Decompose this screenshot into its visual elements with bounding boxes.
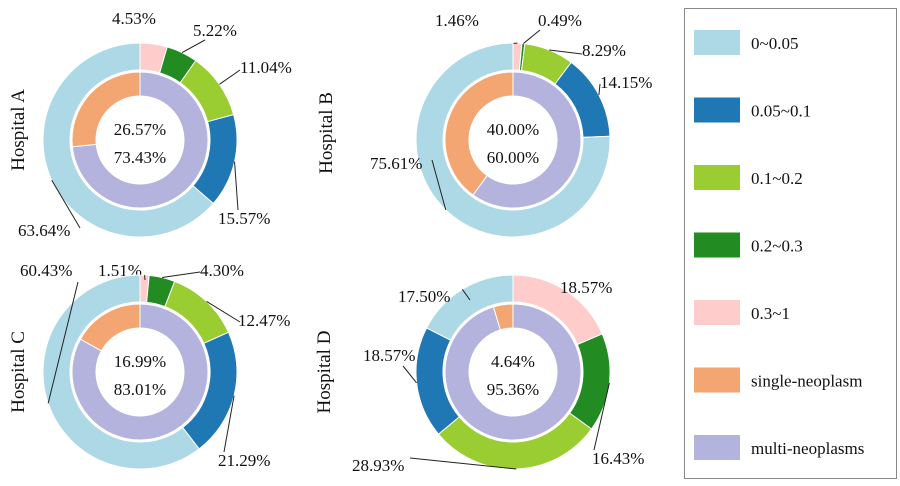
inner-label-multi: 83.01% — [114, 380, 166, 399]
inner-slice — [444, 71, 514, 196]
outer-slice — [415, 42, 611, 238]
outer-slice — [42, 42, 215, 238]
legend-swatch — [694, 300, 740, 325]
chart-title: Hospital B — [316, 92, 337, 174]
inner-label-multi: 73.43% — [114, 148, 166, 167]
leader-line — [219, 69, 241, 85]
leader-line — [162, 271, 201, 279]
outer-slice-label: 17.50% — [398, 287, 450, 306]
legend-swatch — [694, 30, 740, 55]
leader-line — [549, 49, 583, 55]
legend-swatch — [694, 367, 740, 393]
outer-slice-label: 16.43% — [592, 449, 644, 468]
outer-slice-label: 0.49% — [538, 11, 582, 30]
chart-title: Hospital C — [8, 331, 29, 413]
leader-line — [223, 395, 235, 453]
leader-line — [234, 161, 239, 211]
outer-slice-label: 11.04% — [240, 58, 292, 77]
legend-label: multi-neoplasms — [751, 439, 864, 458]
legend-swatch — [694, 97, 740, 123]
outer-slice-label: 15.57% — [218, 209, 270, 228]
inner-label-multi: 60.00% — [487, 148, 539, 167]
outer-slice-label: 5.22% — [193, 21, 237, 40]
outer-slice-label: 18.57% — [560, 278, 612, 297]
outer-slice-label: 4.53% — [112, 9, 156, 28]
inner-slice — [71, 303, 209, 441]
inner-slice — [79, 303, 141, 352]
leader-line — [47, 281, 79, 404]
legend-label: 0.3~1 — [751, 304, 790, 323]
leader-line — [51, 180, 81, 229]
chart-title: Hospital A — [8, 89, 29, 171]
outer-slice-label: 18.57% — [363, 346, 415, 365]
inner-slice — [71, 71, 209, 209]
outer-slice-label: 60.43% — [20, 261, 72, 280]
legend-label: 0~0.05 — [751, 34, 798, 53]
outer-slice-label: 1.46% — [435, 11, 479, 30]
leader-line — [206, 301, 241, 323]
outer-slice — [425, 274, 514, 341]
leader-line — [593, 382, 610, 451]
outer-slice-label: 12.47% — [238, 311, 290, 330]
legend-label: 0.05~0.1 — [751, 102, 811, 121]
legend-swatch — [694, 165, 740, 190]
inner-label-single: 4.64% — [491, 352, 535, 371]
inner-label-single: 16.99% — [114, 352, 166, 371]
leader-line — [431, 159, 447, 211]
outer-slice-label: 14.15% — [600, 73, 652, 92]
inner-label-single: 26.57% — [114, 120, 166, 139]
inner-slice — [492, 303, 514, 331]
chart-title: Hospital D — [314, 331, 335, 414]
leader-line — [523, 29, 541, 44]
inner-slice — [444, 303, 582, 441]
inner-label-multi: 95.36% — [487, 380, 539, 399]
inner-slice — [71, 71, 141, 148]
legend-swatch — [694, 232, 740, 258]
legend-label: 0.2~0.3 — [751, 237, 803, 256]
legend-label: 0.1~0.2 — [751, 169, 803, 188]
outer-slice-label: 21.29% — [218, 451, 270, 470]
legend-label: single-neoplasm — [751, 372, 862, 391]
leader-line — [402, 365, 417, 384]
outer-slice — [42, 274, 200, 470]
outer-slice-label: 63.64% — [18, 221, 70, 240]
outer-slice-label: 28.93% — [352, 456, 404, 475]
outer-slice-label: 8.29% — [582, 41, 626, 60]
outer-slice-label: 75.61% — [370, 154, 422, 173]
outer-slice-label: 4.30% — [200, 261, 244, 280]
legend-swatch — [694, 435, 740, 460]
leader-line — [409, 457, 517, 470]
leader-line — [181, 39, 206, 54]
inner-slice — [472, 71, 582, 209]
leader-line — [598, 83, 601, 96]
leader-line — [461, 289, 471, 301]
inner-label-single: 40.00% — [487, 120, 539, 139]
